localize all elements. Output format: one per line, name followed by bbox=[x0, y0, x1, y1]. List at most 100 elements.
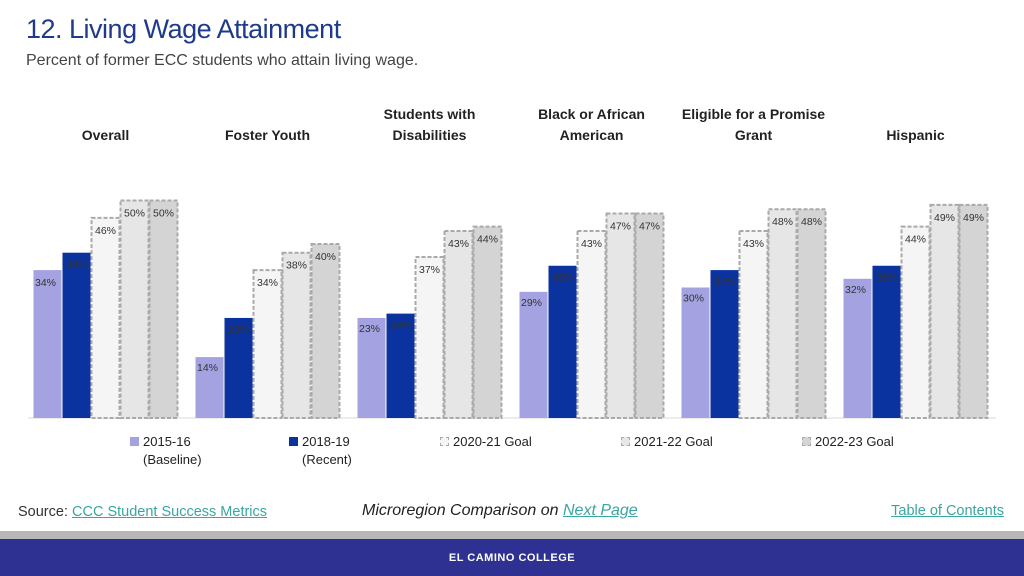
toc-container: Table of Contents bbox=[891, 503, 1004, 519]
legend-item-recent: 2018-19 (Recent) bbox=[289, 433, 352, 469]
source-note: Source: CCC Student Success Metrics bbox=[18, 504, 267, 520]
bar-goal bbox=[738, 229, 769, 419]
data-label: 34% bbox=[35, 277, 56, 289]
bar-goal bbox=[252, 269, 283, 419]
bar-baseline bbox=[681, 287, 710, 418]
legend-swatch bbox=[440, 437, 449, 446]
table-of-contents-link[interactable]: Table of Contents bbox=[891, 503, 1004, 519]
legend-swatch bbox=[802, 437, 811, 446]
data-label: 49% bbox=[934, 212, 955, 224]
source-link[interactable]: CCC Student Success Metrics bbox=[72, 504, 268, 520]
bar-baseline bbox=[195, 357, 224, 418]
source-prefix: Source: bbox=[18, 504, 68, 520]
bar-baseline bbox=[519, 291, 548, 418]
legend-swatch bbox=[621, 437, 630, 446]
bar-goal bbox=[605, 212, 636, 419]
bar-goal bbox=[796, 208, 827, 419]
bar-goal bbox=[119, 199, 150, 419]
data-label: 46% bbox=[95, 225, 116, 237]
category-label: Foster Youth bbox=[225, 127, 310, 143]
chart-legend: 2015-16 (Baseline) 2018-19 (Recent) 2020… bbox=[0, 433, 1024, 473]
bar-goal bbox=[414, 256, 445, 419]
data-label: 40% bbox=[315, 251, 336, 263]
data-label: 38% bbox=[66, 259, 87, 271]
bar-goal bbox=[310, 243, 341, 419]
category-label: American bbox=[560, 127, 624, 143]
data-label: 43% bbox=[581, 238, 602, 250]
data-label: 43% bbox=[743, 238, 764, 250]
legend-label: 2018-19 bbox=[302, 434, 350, 449]
bar-baseline bbox=[357, 317, 386, 418]
data-label: 47% bbox=[639, 221, 660, 233]
data-label: 34% bbox=[257, 277, 278, 289]
legend-item-goal-2021: 2021-22 Goal bbox=[621, 433, 713, 451]
data-label: 37% bbox=[419, 264, 440, 276]
data-label: 34% bbox=[714, 276, 735, 288]
category-label: Overall bbox=[82, 127, 129, 143]
data-label: 44% bbox=[477, 234, 498, 246]
data-label: 48% bbox=[772, 216, 793, 228]
legend-label: 2015-16 bbox=[143, 434, 191, 449]
bar-goal bbox=[634, 212, 665, 419]
page-title: 12. Living Wage Attainment bbox=[26, 14, 341, 44]
data-label: 35% bbox=[876, 272, 897, 284]
data-label: 50% bbox=[124, 208, 145, 220]
bar-goal bbox=[148, 199, 179, 419]
data-label: 38% bbox=[286, 260, 307, 272]
data-label: 35% bbox=[552, 272, 573, 284]
legend-swatch bbox=[289, 437, 298, 446]
bar-goal bbox=[576, 229, 607, 419]
bar-goal bbox=[767, 208, 798, 419]
data-label: 23% bbox=[359, 323, 380, 335]
legend-sublabel: (Baseline) bbox=[143, 452, 202, 467]
data-label: 50% bbox=[153, 208, 174, 220]
footer-divider bbox=[0, 531, 1024, 539]
data-label: 14% bbox=[197, 362, 218, 374]
data-label: 44% bbox=[905, 234, 926, 246]
category-label: Hispanic bbox=[886, 127, 945, 143]
bar-recent bbox=[872, 265, 901, 418]
legend-swatch bbox=[130, 437, 139, 446]
bar-recent bbox=[548, 265, 577, 418]
bar-recent bbox=[710, 270, 739, 418]
next-page-link[interactable]: Next Page bbox=[562, 502, 638, 519]
data-label: 23% bbox=[228, 324, 249, 336]
bar-baseline bbox=[843, 278, 872, 418]
data-label: 32% bbox=[845, 284, 866, 296]
footer-bar bbox=[0, 539, 1024, 576]
category-label: Students with bbox=[384, 106, 476, 122]
bar-goal bbox=[281, 251, 312, 419]
bar-goal bbox=[472, 225, 503, 419]
bar-goal bbox=[958, 203, 989, 419]
data-label: 29% bbox=[521, 297, 542, 309]
legend-label: 2021-22 Goal bbox=[634, 434, 713, 449]
bar-goal bbox=[900, 225, 931, 419]
data-label: 49% bbox=[963, 212, 984, 224]
bar-baseline bbox=[33, 270, 62, 418]
microregion-note: Microregion Comparison on Next Page bbox=[362, 502, 638, 520]
category-label: Black or African bbox=[538, 106, 645, 122]
bar-recent bbox=[224, 317, 253, 418]
category-label: Disabilities bbox=[393, 127, 467, 143]
page-subtitle: Percent of former ECC students who attai… bbox=[26, 52, 419, 69]
category-label: Eligible for a Promise bbox=[682, 106, 825, 122]
bar-recent bbox=[62, 252, 91, 418]
bar-goal bbox=[929, 203, 960, 419]
college-name: EL CAMINO COLLEGE bbox=[448, 552, 576, 564]
data-label: 30% bbox=[683, 293, 704, 305]
bar-goal bbox=[443, 229, 474, 419]
legend-label: 2022-23 Goal bbox=[815, 434, 894, 449]
data-label: 48% bbox=[801, 216, 822, 228]
legend-item-goal-2020: 2020-21 Goal bbox=[440, 433, 532, 451]
legend-item-baseline: 2015-16 (Baseline) bbox=[130, 433, 202, 469]
data-label: 43% bbox=[448, 238, 469, 250]
bar-goal bbox=[90, 216, 121, 419]
legend-item-goal-2022: 2022-23 Goal bbox=[802, 433, 894, 451]
legend-sublabel: (Recent) bbox=[302, 452, 352, 467]
legend-label: 2020-21 Goal bbox=[453, 434, 532, 449]
bar-recent bbox=[386, 313, 415, 418]
microregion-text: Microregion Comparison on bbox=[362, 502, 559, 519]
data-label: 47% bbox=[610, 221, 631, 233]
category-label: Grant bbox=[735, 127, 773, 143]
